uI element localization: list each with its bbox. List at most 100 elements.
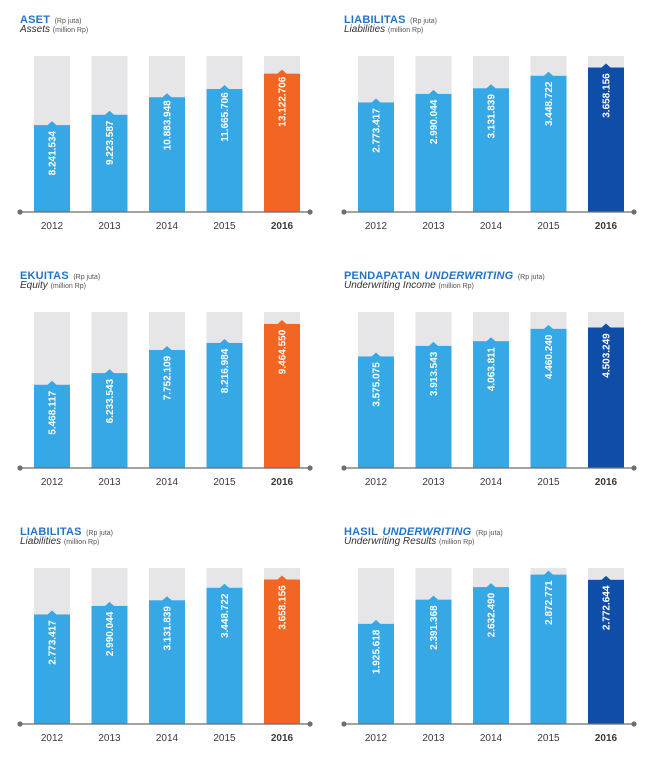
data-label: 3.658.156	[602, 73, 613, 118]
data-label: 13.122.706	[278, 76, 289, 126]
x-tick-label: 2014	[156, 221, 179, 232]
chart-title: ASET (Rp juta)	[20, 10, 81, 28]
data-label: 2.990.044	[429, 99, 440, 144]
data-label: 2.872.771	[544, 580, 555, 625]
data-label: 2.632.490	[487, 592, 498, 637]
x-tick-label: 2012	[365, 477, 388, 488]
x-tick-label: 2016	[271, 221, 294, 232]
x-tick-label: 2013	[422, 221, 445, 232]
bar	[530, 574, 567, 724]
chart-subtitle-text: Assets	[20, 24, 51, 35]
chart-title: HASIL UNDERWRITING (Rp juta)	[344, 522, 503, 540]
bar	[530, 75, 567, 213]
bar-peak	[162, 596, 172, 601]
bar-chart-equity: 5.468.117 2012 6.233.543 2013 7.752.109 2014 8…	[17, 312, 313, 488]
bar	[206, 587, 243, 724]
x-tick-label: 2013	[422, 733, 445, 744]
bar	[91, 373, 128, 468]
bar	[358, 623, 394, 724]
bar-peak	[543, 570, 554, 576]
data-label: 9.223.587	[105, 120, 116, 165]
chart-panel-assets: ASET (Rp juta) Assets (million Rp) 8.241…	[17, 10, 320, 245]
chart-subtitle-unit: (million Rp)	[387, 27, 424, 34]
chart-panel-liabilities-2: LIABILITAS (Rp juta) Liabilities (millio…	[17, 522, 320, 757]
chart-subtitle-text: Underwriting Income	[344, 280, 436, 291]
chart-title-unit: (Rp juta)	[517, 274, 545, 281]
bar-peak	[277, 575, 287, 581]
x-tick-label: 2014	[480, 221, 503, 232]
bar	[415, 345, 452, 468]
bar	[34, 384, 70, 468]
chart-title: LIABILITAS (Rp juta)	[20, 522, 113, 540]
chart-title-main: PENDAPATAN	[344, 270, 420, 282]
x-tick-label: 2015	[213, 477, 236, 488]
axis-end-dot	[341, 721, 347, 727]
bar-peak	[277, 319, 287, 325]
bar	[206, 89, 243, 212]
data-label: 2.773.417	[372, 108, 383, 153]
chart-subtitle-unit: (million Rp)	[439, 539, 475, 546]
chart-panel-underwriting-results: HASIL UNDERWRITING (Rp juta) Underwritin…	[341, 522, 644, 757]
data-label: 3.448.722	[220, 593, 231, 638]
chart-title-emphasis: UNDERWRITING	[382, 526, 472, 538]
chart-subtitle: Assets (million Rp)	[20, 24, 88, 35]
x-tick-label: 2012	[365, 221, 388, 232]
axis-end-dot	[17, 465, 23, 471]
chart-subtitle-unit: (million Rp)	[52, 27, 89, 34]
data-label: 3.131.839	[163, 606, 174, 651]
chart-subtitle: Equity (million Rp)	[20, 280, 86, 291]
bar-peak	[486, 583, 496, 588]
data-label: 3.131.839	[487, 94, 498, 139]
x-tick-label: 2015	[537, 221, 560, 232]
bar	[34, 125, 70, 212]
axis-end-dot	[307, 721, 313, 727]
x-tick-label: 2014	[480, 477, 503, 488]
chart-title-unit: (Rp juta)	[86, 530, 113, 537]
bar-peak	[162, 346, 172, 351]
data-label: 3.575.075	[372, 362, 383, 407]
chart-panel-equity: EKUITAS (Rp juta) Equity (million Rp) 5.…	[17, 266, 320, 501]
chart-panel-liabilities: LIABILITAS (Rp juta) Liabilities (millio…	[341, 10, 644, 245]
bar-peak	[162, 93, 172, 98]
bar-peak	[104, 601, 115, 607]
chart-title-emphasis: UNDERWRITING	[424, 270, 514, 282]
chart-title-main: EKUITAS	[20, 270, 69, 282]
data-label: 3.448.722	[544, 81, 555, 126]
data-label: 5.468.117	[48, 390, 59, 434]
bar	[206, 342, 243, 468]
chart-subtitle: Underwriting Results (million Rp)	[344, 536, 474, 547]
chart-title-unit: (Rp juta)	[475, 530, 503, 537]
bar-peak	[219, 338, 230, 344]
bar	[415, 599, 452, 724]
chart-subtitle: Underwriting Income (million Rp)	[344, 280, 474, 291]
chart-title-unit: (Rp juta)	[54, 18, 82, 25]
x-tick-label: 2013	[98, 733, 121, 744]
bar-chart-liabilities-2: 2.773.417 2012 2.990.044 2013 3.131.839 2014 3…	[17, 568, 313, 744]
chart-subtitle-text: Underwriting Results	[344, 536, 437, 547]
data-label: 1.925.618	[372, 629, 383, 674]
bar	[149, 600, 185, 724]
x-tick-label: 2016	[595, 221, 618, 232]
x-tick-label: 2016	[595, 733, 618, 744]
data-label: 9.464.550	[278, 329, 289, 374]
axis-end-dot	[307, 465, 313, 471]
chart-subtitle-unit: (million Rp)	[63, 539, 100, 546]
axis-end-dot	[17, 209, 23, 215]
axis-end-dot	[631, 209, 637, 215]
bar-peak	[371, 352, 381, 357]
bar	[358, 102, 394, 212]
x-tick-label: 2015	[213, 733, 236, 744]
axis-end-dot	[631, 721, 637, 727]
x-tick-label: 2013	[98, 221, 121, 232]
x-tick-label: 2014	[156, 733, 179, 744]
data-label: 3.913.543	[429, 351, 440, 396]
bar	[34, 614, 70, 724]
x-tick-label: 2012	[41, 477, 64, 488]
x-tick-label: 2014	[480, 733, 503, 744]
bar-peak	[601, 575, 611, 581]
data-label: 8.216.984	[220, 348, 231, 393]
bar	[264, 73, 300, 212]
bar-peak	[601, 323, 611, 328]
x-tick-label: 2012	[365, 733, 388, 744]
bar-peak	[47, 380, 57, 386]
